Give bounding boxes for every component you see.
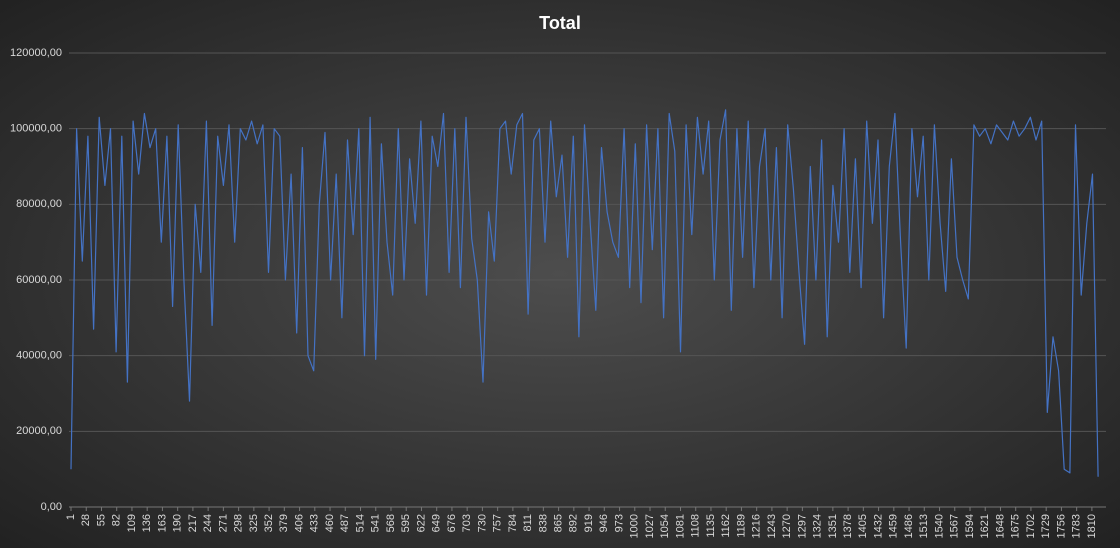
x-tick-label: 28: [80, 514, 92, 526]
x-tick-label: 1648: [994, 514, 1006, 538]
y-tick-label: 80000,00: [16, 198, 62, 210]
x-tick-label: 730: [476, 514, 488, 532]
x-tick-label: 1000: [629, 514, 641, 538]
y-tick-label: 0,00: [41, 501, 62, 513]
x-tick-label: 109: [126, 514, 138, 532]
x-tick-label: 1594: [964, 514, 976, 538]
y-tick-label: 20000,00: [16, 425, 62, 437]
x-tick-label: 1: [65, 514, 77, 520]
x-tick-label: 325: [248, 514, 260, 532]
x-tick-label: 406: [293, 514, 305, 532]
x-tick-label: 1108: [690, 514, 702, 538]
x-tick-label: 1378: [842, 514, 854, 538]
x-tick-label: 865: [552, 514, 564, 532]
x-tick-label: 541: [370, 514, 382, 532]
x-tick-label: 595: [400, 514, 412, 532]
x-tick-label: 1324: [812, 514, 824, 538]
y-tick-label: 40000,00: [16, 350, 62, 362]
x-tick-label: 892: [568, 514, 580, 532]
x-tick-label: 1216: [751, 514, 763, 538]
x-tick-label: 136: [141, 514, 153, 532]
x-tick-label: 298: [233, 514, 245, 532]
x-tick-label: 379: [278, 514, 290, 532]
x-tick-label: 1702: [1025, 514, 1037, 538]
x-tick-label: 973: [613, 514, 625, 532]
y-tick-label: 100000,00: [10, 123, 62, 135]
x-tick-label: 622: [415, 514, 427, 532]
x-tick-label: 1486: [903, 514, 915, 538]
x-tick-label: 352: [263, 514, 275, 532]
x-tick-label: 1621: [979, 514, 991, 538]
y-tick-label: 60000,00: [16, 274, 62, 286]
x-tick-label: 55: [95, 514, 107, 526]
x-tick-label: 244: [202, 514, 214, 532]
x-tick-label: 1243: [766, 514, 778, 538]
x-tick-label: 1054: [659, 514, 671, 538]
x-tick-label: 217: [187, 514, 199, 532]
x-tick-label: 1810: [1086, 514, 1098, 538]
x-tick-label: 190: [172, 514, 184, 532]
x-tick-label: 1729: [1040, 514, 1052, 538]
series-line: [70, 109, 1099, 477]
x-tick-label: 1027: [644, 514, 656, 538]
x-tick-label: 1513: [918, 514, 930, 538]
x-tick-label: 1135: [705, 514, 717, 538]
x-tick-label: 1270: [781, 514, 793, 538]
x-tick-label: 1432: [872, 514, 884, 538]
y-tick-label: 120000,00: [10, 47, 62, 59]
x-tick-label: 784: [507, 514, 519, 532]
x-tick-label: 568: [385, 514, 397, 532]
x-tick-label: 703: [461, 514, 473, 532]
x-tick-label: 811: [522, 514, 534, 532]
x-tick-label: 487: [339, 514, 351, 532]
x-tick-label: 757: [492, 514, 504, 532]
x-tick-label: 514: [354, 514, 366, 532]
x-tick-label: 676: [446, 514, 458, 532]
x-tick-label: 946: [598, 514, 610, 532]
x-tick-label: 1567: [949, 514, 961, 538]
x-tick-label: 1540: [933, 514, 945, 538]
x-tick-label: 1081: [674, 514, 686, 538]
x-tick-label: 1459: [888, 514, 900, 538]
x-tick-label: 1162: [720, 514, 732, 538]
x-tick-label: 1783: [1071, 514, 1083, 538]
x-tick-label: 271: [217, 514, 229, 532]
x-tick-label: 919: [583, 514, 595, 532]
x-tick-label: 1189: [735, 514, 747, 538]
x-tick-label: 649: [431, 514, 443, 532]
chart-title: Total: [539, 13, 581, 33]
x-tick-label: 838: [537, 514, 549, 532]
x-tick-label: 1405: [857, 514, 869, 538]
x-tick-label: 82: [111, 514, 123, 526]
x-tick-label: 1297: [796, 514, 808, 538]
x-tick-label: 433: [309, 514, 321, 532]
x-tick-label: 460: [324, 514, 336, 532]
x-tick-label: 163: [156, 514, 168, 532]
x-tick-label: 1675: [1010, 514, 1022, 538]
x-tick-label: 1351: [827, 514, 839, 538]
x-tick-label: 1756: [1055, 514, 1067, 538]
